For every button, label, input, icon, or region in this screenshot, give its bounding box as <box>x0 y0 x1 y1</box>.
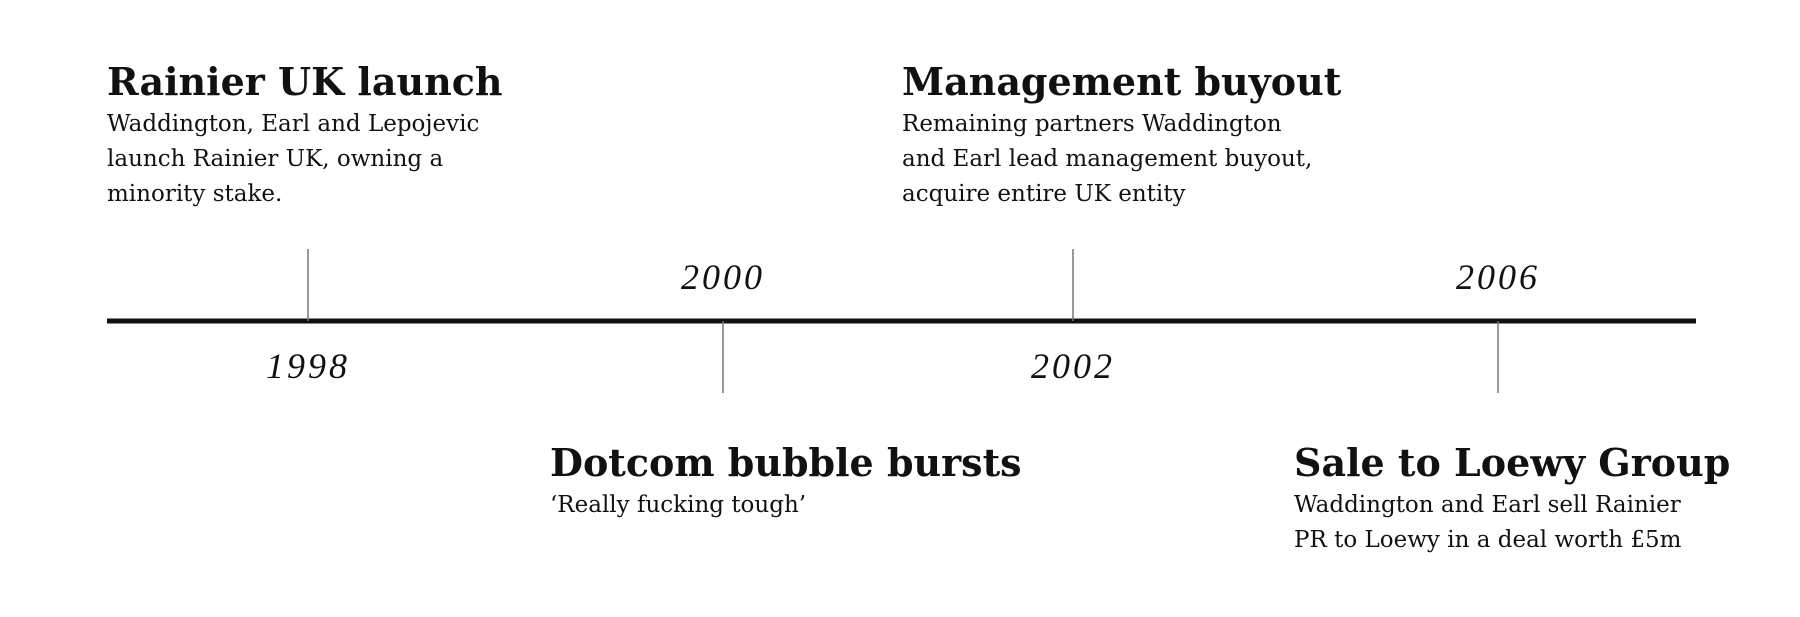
event-description: and Earl lead management buyout, <box>902 146 1313 172</box>
event-description: Waddington and Earl sell Rainier <box>1294 492 1681 518</box>
event-title: Sale to Loewy Group <box>1294 440 1731 485</box>
event-year: 2006 <box>1456 257 1540 297</box>
event-title: Management buyout <box>902 59 1342 104</box>
event-description: minority stake. <box>107 181 283 207</box>
event-year: 1998 <box>266 346 350 386</box>
event-description: Remaining partners Waddington <box>902 111 1282 137</box>
event-year: 2000 <box>681 257 765 297</box>
event-year: 2002 <box>1031 346 1115 386</box>
event-title: Dotcom bubble bursts <box>550 440 1022 485</box>
event-description: ‘Really fucking tough’ <box>550 492 807 518</box>
event-description: acquire entire UK entity <box>902 181 1186 207</box>
event-description: launch Rainier UK, owning a <box>107 146 444 172</box>
event-description: PR to Loewy in a deal worth £5m <box>1294 527 1682 553</box>
event-description: Waddington, Earl and Lepojevic <box>107 111 480 137</box>
event-title: Rainier UK launch <box>107 59 503 104</box>
